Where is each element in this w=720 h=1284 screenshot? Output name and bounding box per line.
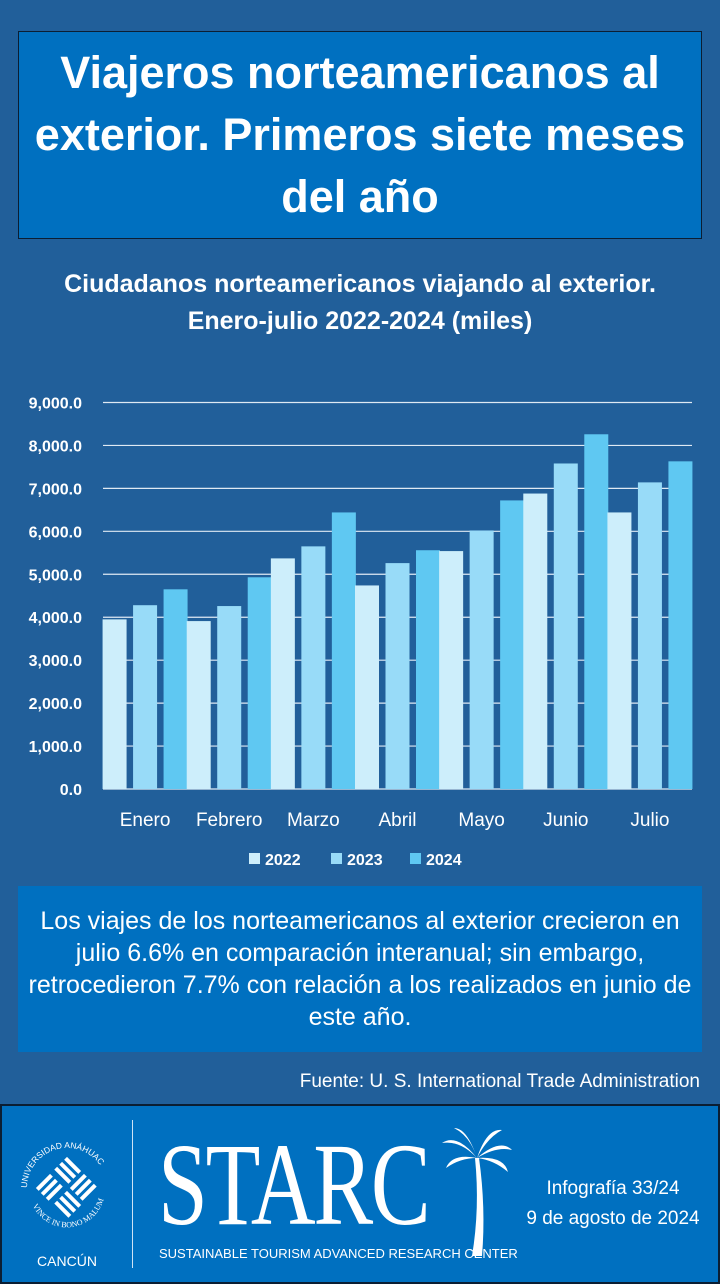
bar-2024-abril — [416, 550, 440, 789]
bar-chart: 0.0 1,000.0 2,000.0 3,000.0 4,000.0 5,000.0 6,… — [29, 396, 693, 869]
legend-label: 2024 — [426, 852, 462, 869]
bar-2022-abril — [355, 585, 379, 789]
bar-2022-julio — [607, 512, 632, 789]
bar-2024-enero — [163, 589, 188, 789]
bar-2023-julio — [637, 482, 662, 789]
y-tick-label: 6,000.0 — [29, 524, 82, 541]
starc-logo: STARC — [158, 1119, 431, 1250]
x-tick-label: Marzo — [287, 810, 340, 831]
bar-2023-abril — [385, 563, 410, 789]
bar-2024-julio — [668, 461, 693, 789]
bar-2023-mayo — [469, 530, 494, 789]
y-tick-label: 0.0 — [60, 782, 82, 799]
x-tick-label: Julio — [630, 810, 669, 831]
starc-subtitle: SUSTAINABLE TOURISM ADVANCED RESEARCH CE… — [159, 1246, 518, 1261]
y-tick-label: 3,000.0 — [29, 653, 82, 670]
summary-text: Los viajes de los norteamericanos al ext… — [18, 886, 702, 1052]
y-tick-label: 2,000.0 — [29, 696, 82, 713]
bar-2024-junio — [584, 434, 609, 789]
legend-label: 2023 — [347, 852, 383, 869]
bar-2024-marzo — [331, 512, 356, 789]
universidad-anahuac-logo: UNIVERSIDAD ANÁHUAC VINCE IN BONO MALUM … — [19, 1140, 107, 1269]
x-tick-label: Mayo — [458, 810, 504, 831]
bar-2022-febrero — [186, 621, 211, 789]
y-tick-label: 9,000.0 — [29, 396, 82, 413]
x-tick-label: Abril — [378, 810, 416, 831]
legend-swatch-2022 — [249, 853, 260, 864]
bar-2022-junio — [523, 493, 548, 789]
y-tick-label: 4,000.0 — [29, 610, 82, 627]
bar-2023-junio — [553, 463, 578, 789]
bar-2024-febrero — [247, 577, 272, 789]
publication-date: 9 de agosto de 2024 — [526, 1208, 700, 1229]
y-tick-label: 5,000.0 — [29, 567, 82, 584]
chart-title: Ciudadanos norteamericanos viajando al e… — [64, 270, 656, 335]
title-box: Viajeros norteamericanos al exterior. Pr… — [18, 31, 702, 239]
bar-2023-enero — [133, 605, 158, 789]
infographic-info: Infografía 33/24 9 de agosto de 2024 — [518, 1174, 708, 1234]
footer: UNIVERSIDAD ANÁHUAC VINCE IN BONO MALUM … — [0, 1104, 720, 1284]
bar-2023-febrero — [217, 606, 242, 789]
bar-2024-mayo — [500, 500, 525, 789]
campus-label: CANCÚN — [37, 1253, 97, 1269]
x-tick-label: Enero — [120, 810, 171, 831]
legend-swatch-2024 — [410, 853, 421, 864]
page-title: Viajeros norteamericanos al exterior. Pr… — [34, 47, 686, 222]
y-tick-label: 8,000.0 — [29, 438, 82, 455]
infographic-number: Infografía 33/24 — [546, 1178, 680, 1199]
divider — [132, 1120, 133, 1268]
palm-tree-icon — [442, 1128, 512, 1256]
x-tick-label: Febrero — [196, 810, 263, 831]
bar-2022-enero — [102, 619, 127, 789]
bar-2022-mayo — [439, 551, 464, 789]
legend-swatch-2023 — [331, 853, 342, 864]
y-tick-label: 7,000.0 — [29, 481, 82, 498]
source-note: Fuente: U. S. International Trade Admini… — [299, 1071, 700, 1092]
x-tick-label: Junio — [543, 810, 588, 831]
legend-label: 2022 — [265, 852, 301, 869]
bar-2022-marzo — [270, 558, 295, 789]
y-tick-label: 1,000.0 — [29, 739, 82, 756]
bar-2023-marzo — [301, 546, 326, 789]
